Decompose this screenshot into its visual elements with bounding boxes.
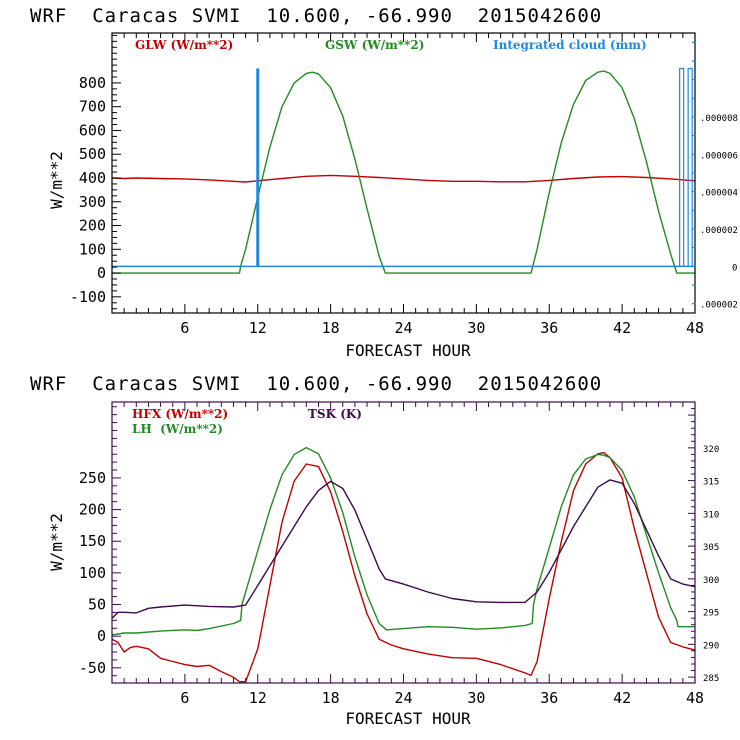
legend-cloud: Integrated cloud (mm) (493, 38, 647, 52)
y2-tick-label: 310 (703, 510, 719, 520)
x-tick-label: 30 (467, 319, 485, 337)
cloud-bar (679, 67, 685, 267)
y-tick-label: 500 (79, 145, 106, 163)
x-tick-label: 12 (249, 319, 267, 337)
cloud-bar (256, 68, 260, 267)
y2-tick-label: 315 (703, 478, 719, 488)
legend-tsk: TSK (K) (308, 407, 362, 421)
x-tick-label: 6 (180, 319, 189, 337)
legend-hfx: HFX (W/m**2) (132, 407, 228, 421)
y-axis-label: W/m**2 (47, 513, 66, 571)
x-tick-label: 24 (394, 689, 412, 707)
y-tick-label: 600 (79, 121, 106, 139)
surface-flux-chart: WRF Caracas SVMI 10.600, -66.990 2015042… (30, 373, 719, 728)
x-tick-label: 18 (322, 319, 340, 337)
axes-layer: 6 12 18 24 30 36 42 48 -50 0 50 100 150 200 250 285 290 2… (79, 401, 719, 707)
series-layer (111, 446, 696, 683)
x-tick-label: 30 (467, 689, 485, 707)
chart-title: WRF Caracas SVMI 10.600, -66.990 2015042… (30, 373, 602, 395)
legend-lh: LH (W/m**2) (132, 422, 223, 436)
y-axis-label: W/m**2 (47, 151, 66, 209)
x-tick-label: 18 (322, 689, 340, 707)
x-axis-label: FORECAST HOUR (345, 341, 471, 360)
axes-layer: 6 12 18 24 30 36 42 48 -100 0 100 200 300 400 500 600 70… (70, 32, 738, 337)
y2-tick-label: .000002 (700, 301, 738, 311)
y2-tick-label: .000002 (700, 226, 738, 236)
y2-tick-label: 305 (703, 543, 719, 553)
y2-tick-label: 295 (703, 609, 719, 619)
y2-tick-label: 0 (732, 263, 737, 273)
y-tick-label: 300 (79, 193, 106, 211)
y2-tick-label: .000004 (700, 189, 738, 199)
y-tick-label: -50 (79, 659, 106, 677)
y-tick-label: 150 (79, 532, 106, 550)
y2-tick-label: 290 (703, 641, 719, 651)
y-tick-label: 100 (79, 564, 106, 582)
series-line-lh (111, 446, 695, 636)
y2-tick-label: 285 (703, 674, 719, 684)
x-axis-label: FORECAST HOUR (345, 709, 471, 728)
radiation-cloud-chart: WRF Caracas SVMI 10.600, -66.990 2015042… (30, 5, 738, 360)
x-tick-label: 12 (249, 689, 267, 707)
legend-gsw: GSW (W/m**2) (325, 38, 424, 52)
cloud-bar (687, 67, 693, 267)
x-tick-label: 24 (394, 319, 412, 337)
y2-tick-label: .000008 (700, 114, 738, 124)
chart-title: WRF Caracas SVMI 10.600, -66.990 2015042… (30, 5, 602, 27)
x-tick-label: 42 (613, 689, 631, 707)
y-tick-label: 400 (79, 169, 106, 187)
y-tick-label: 250 (79, 469, 106, 487)
y-tick-label: 100 (79, 240, 106, 258)
y-tick-label: -100 (70, 288, 106, 306)
y-tick-label: 0 (97, 627, 106, 645)
x-tick-label: 42 (613, 319, 631, 337)
y2-tick-label: 320 (703, 445, 719, 455)
y-tick-label: 700 (79, 98, 106, 116)
series-line-glw (111, 174, 696, 183)
plot-frame (111, 401, 696, 684)
series-line-tsk (111, 479, 696, 619)
y-tick-label: 800 (79, 74, 106, 92)
x-tick-label: 6 (180, 689, 189, 707)
x-tick-label: 36 (540, 689, 558, 707)
y-tick-label: 50 (88, 596, 106, 614)
series-line-hfx (111, 451, 696, 683)
x-tick-label: 48 (686, 689, 704, 707)
legend-glw: GLW (W/m**2) (135, 38, 233, 52)
y-tick-label: 200 (79, 501, 106, 519)
series-line-gsw (112, 70, 695, 274)
y2-tick-label: 300 (703, 576, 719, 586)
y-tick-label: 200 (79, 217, 106, 235)
y-tick-label: 0 (97, 264, 106, 282)
y2-tick-label: .000006 (700, 151, 738, 161)
x-tick-label: 48 (686, 319, 704, 337)
series-layer (111, 67, 696, 274)
x-tick-label: 36 (540, 319, 558, 337)
plot-frame (111, 32, 696, 314)
